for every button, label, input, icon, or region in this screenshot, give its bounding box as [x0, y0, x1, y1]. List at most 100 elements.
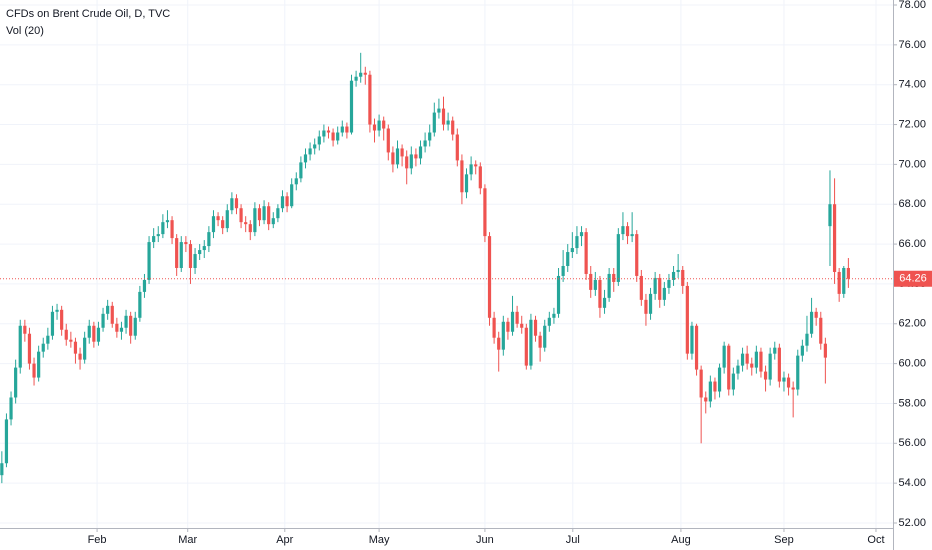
- candle-body: [331, 132, 335, 141]
- candle-body: [276, 208, 280, 219]
- x-tick-label: Aug: [671, 534, 691, 546]
- candle-body: [474, 164, 478, 167]
- candle-body: [731, 373, 735, 390]
- axes: 52.0054.0056.0058.0060.0062.0064.0066.00…: [88, 0, 932, 546]
- candle-body: [313, 144, 317, 149]
- candle-body: [547, 317, 551, 326]
- candle-body: [326, 130, 331, 133]
- y-tick-label: 54.00: [898, 477, 926, 489]
- candle-body: [556, 275, 561, 314]
- candle-body: [188, 244, 193, 268]
- candle-body: [837, 271, 841, 294]
- candle-body: [354, 76, 358, 81]
- candle-body: [584, 232, 588, 274]
- candle-body: [368, 74, 372, 125]
- candle-body: [101, 313, 105, 328]
- candle-body: [27, 333, 32, 364]
- x-tick-label: Oct: [867, 534, 884, 546]
- candle-body: [717, 367, 722, 392]
- candle-body: [814, 311, 818, 318]
- candle-body: [823, 343, 827, 358]
- grid: [0, 0, 893, 528]
- candle-body: [142, 279, 147, 292]
- candle-body: [170, 220, 174, 239]
- candle-body: [483, 188, 487, 237]
- candle-body: [745, 353, 749, 364]
- candle-body: [96, 327, 101, 342]
- candle-body: [791, 387, 795, 390]
- candle-body: [41, 343, 45, 352]
- x-tick-label: Feb: [88, 534, 107, 546]
- candle-body: [441, 108, 446, 125]
- x-tick-label: Mar: [178, 534, 197, 546]
- candle-body: [18, 325, 22, 368]
- candle-body: [533, 319, 538, 336]
- candle-body: [138, 291, 142, 318]
- candle-body: [786, 377, 791, 388]
- x-tick-label: Jul: [566, 534, 580, 546]
- candle-body: [538, 335, 542, 348]
- candle-body: [648, 293, 653, 314]
- price-label-box: [894, 270, 932, 287]
- candle-body: [133, 317, 137, 336]
- candle-body: [317, 136, 321, 145]
- candle-body: [552, 313, 556, 318]
- candle-body: [336, 132, 340, 141]
- candle-body: [506, 321, 510, 332]
- y-tick-label: 72.00: [898, 118, 926, 130]
- y-tick-label: 60.00: [898, 358, 926, 370]
- y-tick-label: 62.00: [898, 318, 926, 330]
- candle-body: [612, 273, 616, 282]
- y-tick-label: 58.00: [898, 397, 926, 409]
- candle-body: [414, 154, 418, 159]
- candle-body: [469, 164, 473, 175]
- candle-body: [460, 160, 464, 193]
- candle-body: [87, 325, 91, 338]
- candle-body: [832, 204, 837, 272]
- candle-body: [478, 166, 482, 189]
- y-tick-label: 78.00: [898, 0, 926, 11]
- candle-body: [607, 273, 611, 298]
- candle-body: [667, 279, 671, 288]
- candle-body: [290, 184, 294, 207]
- candle-body: [285, 196, 289, 207]
- candle-body: [78, 353, 82, 360]
- candle-body: [248, 224, 252, 233]
- candle-body: [55, 309, 59, 312]
- candle-body: [773, 347, 777, 354]
- candle-body: [349, 80, 354, 133]
- candle-body: [60, 309, 64, 330]
- candle-body: [280, 196, 285, 209]
- candle-body: [230, 198, 234, 211]
- price-label: 64.26: [899, 273, 927, 285]
- candle-body: [23, 325, 27, 334]
- candle-body: [842, 267, 846, 294]
- candle-body: [736, 365, 740, 374]
- candle-body: [303, 154, 308, 163]
- candle-body: [676, 269, 680, 272]
- candle-body: [575, 236, 579, 249]
- candle-body: [455, 134, 459, 161]
- candle-body: [115, 323, 119, 332]
- candle-body: [515, 311, 519, 324]
- candle-body: [73, 341, 78, 354]
- candle-body: [257, 208, 262, 221]
- candle-body: [418, 146, 423, 159]
- candle-body: [805, 333, 809, 346]
- candle-body: [129, 315, 133, 336]
- candle-body: [156, 234, 160, 237]
- candle-body: [179, 242, 183, 268]
- candle-body: [198, 250, 202, 255]
- candle-body: [386, 128, 390, 153]
- candle-body: [193, 254, 197, 268]
- candle-body: [446, 120, 450, 125]
- candle-body: [294, 178, 298, 185]
- candle-body: [681, 269, 685, 286]
- candle-body: [487, 236, 492, 318]
- candle-body: [616, 234, 620, 282]
- candle-body: [658, 277, 662, 300]
- candle-body: [46, 335, 50, 344]
- x-tick-label: Sep: [774, 534, 794, 546]
- candle-body: [400, 148, 404, 157]
